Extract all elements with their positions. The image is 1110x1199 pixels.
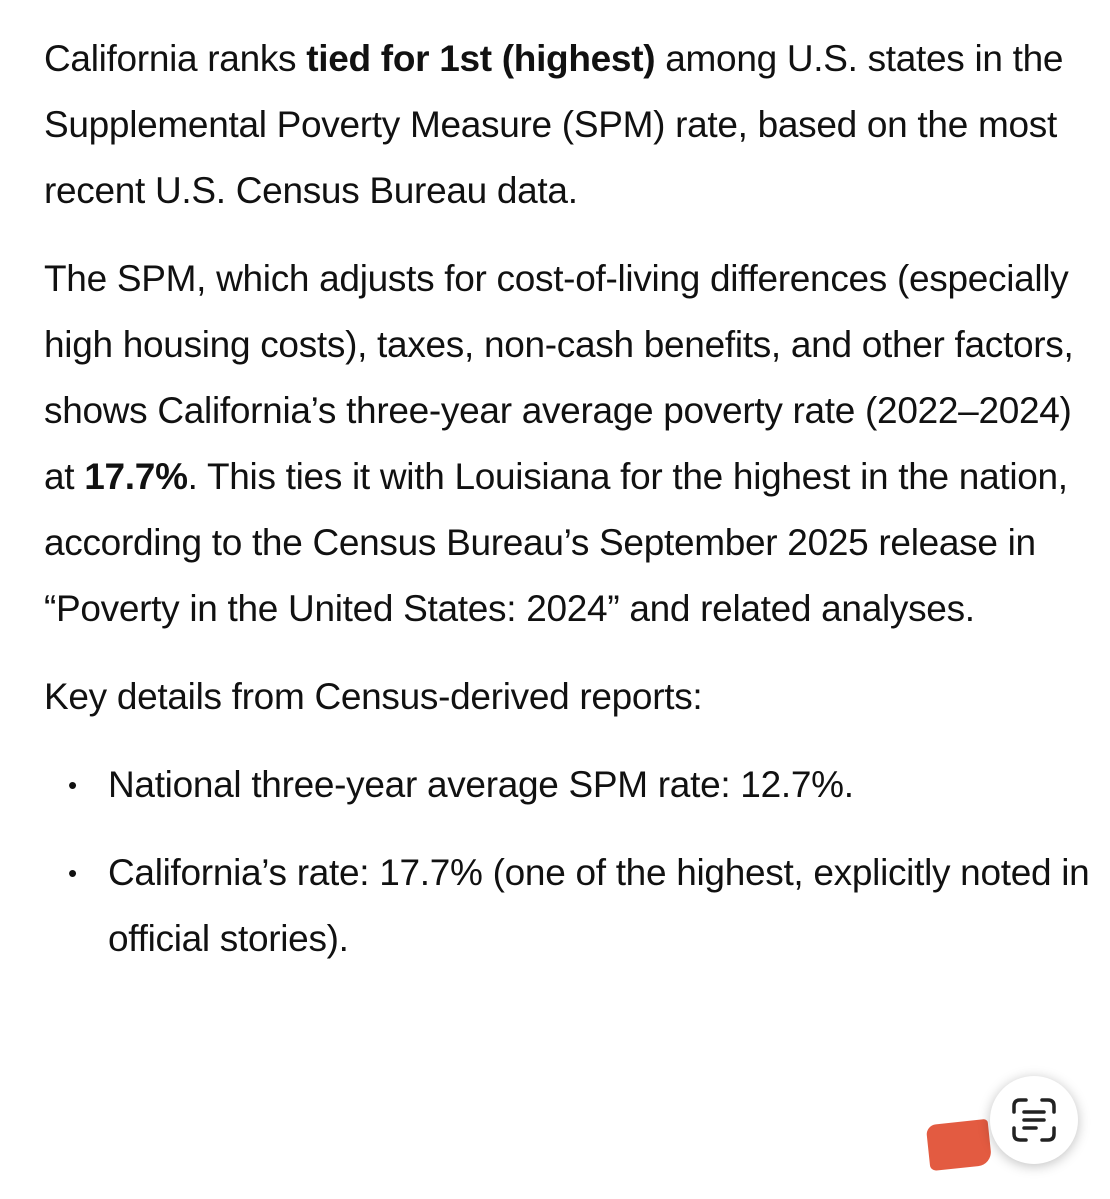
bold-text: tied for 1st (highest) xyxy=(306,38,656,79)
red-mark xyxy=(925,1118,993,1172)
text-run: The SPM, which adjusts for cost-of-livin… xyxy=(44,258,1074,497)
text-run: . This ties it with Louisiana for the hi… xyxy=(44,456,1068,629)
paragraph: California ranks tied for 1st (highest) … xyxy=(44,26,1094,224)
paragraph: Key details from Census-derived reports: xyxy=(44,664,1094,730)
bullet-item: California’s rate: 17.7% (one of the hig… xyxy=(44,840,1094,972)
text-run: Key details from Census-derived reports: xyxy=(44,676,703,717)
text-run: California ranks xyxy=(44,38,307,79)
paragraph: The SPM, which adjusts for cost-of-livin… xyxy=(44,246,1094,642)
bullet-item: National three-year average SPM rate: 12… xyxy=(44,752,1094,818)
live-text-icon xyxy=(1012,1098,1056,1142)
bullet-list: National three-year average SPM rate: 12… xyxy=(44,752,1094,972)
bold-text: 17.7% xyxy=(84,456,188,497)
live-text-button[interactable] xyxy=(990,1076,1078,1164)
response-text: California ranks tied for 1st (highest) … xyxy=(44,26,1094,994)
text-run: among U.S. states in the Supplemental Po… xyxy=(44,38,1064,211)
